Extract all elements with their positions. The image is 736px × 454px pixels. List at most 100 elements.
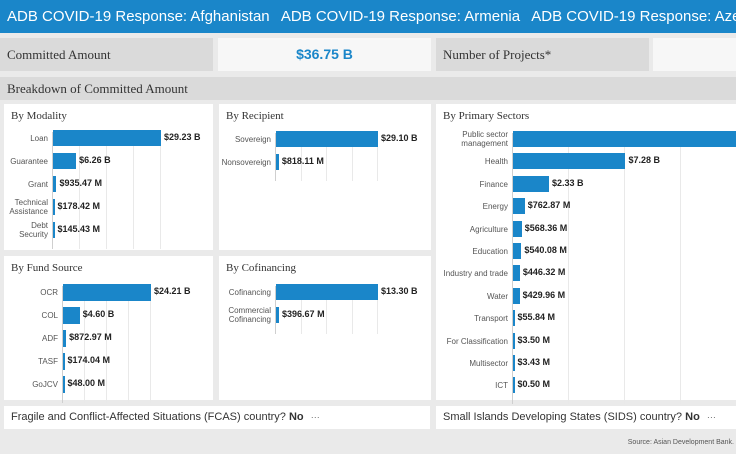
sids-indicator: Small Islands Developing States (SIDS) c… [436,406,736,429]
gridline [300,133,302,181]
bar[interactable] [276,154,279,170]
bar-category-label: Sovereign [234,135,271,144]
bar[interactable] [276,284,378,300]
gridline [326,133,327,181]
bar[interactable] [53,222,55,238]
bar[interactable] [513,243,522,259]
bar[interactable] [63,375,65,393]
bar-value-label: $935.47 M [59,178,102,188]
bar[interactable] [513,287,520,304]
bar-category-label: Health [484,157,508,167]
bar[interactable] [513,198,525,215]
bar-value-label: $178.42 M [57,201,101,211]
by-fund-source-panel: By Fund Source OCR $24.21 B COL $4.60 B ADF $… [4,256,213,403]
bar-value-label: $3.43 M [517,357,551,367]
gridline [133,132,134,249]
gridline [624,133,625,404]
bar-category-label: Industry and trade [443,269,508,279]
bar[interactable] [53,199,55,215]
gridline [300,286,302,334]
bar[interactable] [53,153,77,169]
bar-value-label: $7.28 B [628,155,660,166]
axis-line [512,133,513,404]
bar[interactable] [513,310,515,327]
bar[interactable] [513,332,515,349]
gridline [680,133,681,404]
bar[interactable] [513,377,515,394]
bar[interactable] [276,307,280,323]
bar[interactable] [513,175,549,192]
sids-more-icon[interactable]: ··· [706,412,716,422]
gridline [351,286,353,334]
bar-category-label: ADF [42,334,58,343]
bar-value-label: $2.33 B [551,177,584,188]
panel-title: By Primary Sectors [443,110,530,122]
bar[interactable] [513,220,522,237]
panel-title: By Cofinancing [226,262,296,274]
gridline [106,132,107,249]
tab-afghanistan[interactable]: ADB COVID-19 Response: Afghanistan [7,8,270,25]
tab-armenia[interactable]: ADB COVID-19 Response: Armenia [280,8,521,25]
gridline [160,132,161,249]
bar[interactable] [63,352,65,370]
bar[interactable] [513,131,736,147]
bar[interactable] [63,329,67,347]
by-primary-sectors-panel: By Primary Sectors Public sector managem… [436,104,736,404]
bar-value-label: $6.26 B [79,155,111,165]
by-recipient-panel: By Recipient Sovereign $29.10 B Nonsoverei… [219,104,431,250]
bar-category-label: COL [41,311,58,320]
committed-amount-label: Committed Amount [0,38,213,71]
by-cofinancing-panel: By Cofinancing Cofinancing $13.30 B Commer… [219,256,431,400]
fcas-more-icon[interactable]: ··· [310,412,320,422]
bar-category-label: Guarantee [10,157,48,166]
bar-value-label: $145.43 M [57,224,101,234]
number-of-projects-value [653,38,736,71]
bar-value-label: $429.96 M [522,289,566,300]
bar[interactable] [53,176,57,192]
bar-value-label: $396.67 M [282,309,325,319]
bar-category-label: Energy [482,202,508,212]
panel-title: By Fund Source [11,262,83,274]
bar[interactable] [53,130,161,146]
sids-question: Small Islands Developing States (SIDS) c… [443,411,683,423]
bar-category-label: Debt Security [19,221,48,239]
bar[interactable] [513,153,626,170]
gridline [568,133,569,404]
bar[interactable] [63,306,80,324]
bar-value-label: $29.23 B [164,132,201,142]
number-of-projects-label: Number of Projects* [436,38,649,71]
bar[interactable] [63,283,151,301]
gridline [351,133,353,181]
bar[interactable] [276,131,378,147]
bar-value-label: $3.50 M [517,334,551,345]
bar-value-label: $13.30 B [381,286,418,296]
bar-value-label: $568.36 M [524,222,568,233]
gridline [326,286,327,334]
bar-category-label: Commercial Cofinancing [228,306,271,324]
fcas-question: Fragile and Conflict-Affected Situations… [11,411,286,423]
breakdown-header: Breakdown of Committed Amount [0,77,736,100]
gridline [377,286,378,334]
gridline [128,286,129,403]
bar-value-label: $872.97 M [69,332,112,342]
bar-value-label: $4.60 B [82,309,115,319]
gridline [79,132,80,249]
bar-value-label: $48.00 M [67,378,106,388]
bar[interactable] [513,355,515,371]
gridline [377,133,378,181]
bar-value-label: $0.50 M [517,379,551,390]
axis-line [62,286,63,403]
bar-value-label: $55.84 M [517,312,556,323]
bar-category-label: Transport [474,314,508,324]
bar-value-label: $818.11 M [281,156,324,166]
source-note: Source: Asian Development Bank. [627,439,734,446]
bar-category-label: Multisector [469,359,508,368]
bar-category-label: Grant [27,180,48,189]
bar-category-label: Finance [479,179,508,189]
bar[interactable] [513,265,520,282]
axis-line [275,133,276,181]
sids-answer: No [685,411,700,423]
tab-azerbaijan[interactable]: ADB COVID-19 Response: Azerbaijan [531,8,736,25]
bar-category-label: ICT [495,381,508,391]
panel-title: By Modality [11,110,67,122]
